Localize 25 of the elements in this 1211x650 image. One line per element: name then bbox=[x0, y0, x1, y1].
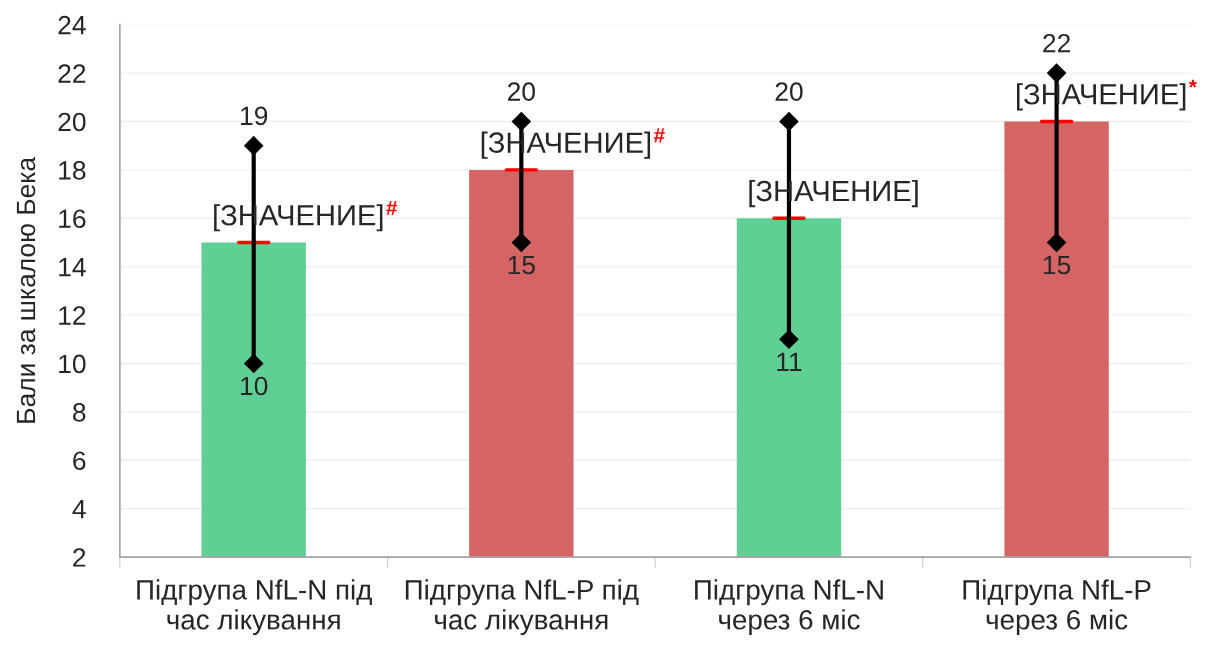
data-label: 15 bbox=[1043, 255, 1071, 275]
data-label: 20 bbox=[507, 82, 535, 101]
data-label: 20 bbox=[775, 82, 803, 101]
data-label: 19 bbox=[241, 106, 268, 126]
data-label: 11 bbox=[777, 352, 802, 371]
y-tick-label: 16 bbox=[59, 209, 86, 229]
y-axis-title: Бали за шкалою Бека bbox=[16, 156, 36, 423]
y-tick-label: 6 bbox=[73, 451, 86, 471]
data-label: 15 bbox=[508, 255, 535, 275]
y-tick-label: 20 bbox=[58, 112, 86, 132]
y-tick-label: 24 bbox=[58, 15, 86, 35]
y-tick-label: 22 bbox=[58, 64, 86, 83]
y-tick-label: 4 bbox=[72, 500, 86, 519]
x-tick-label: Підгрупа NfL-N під час лікування bbox=[137, 579, 372, 636]
y-tick-label: 2 bbox=[73, 548, 86, 567]
y-tick-label: 18 bbox=[59, 161, 86, 180]
x-tick-label: Підгрупа NfL-P через 6 міс bbox=[963, 579, 1151, 636]
y-tick-label: 10 bbox=[59, 354, 86, 374]
x-tick-label: Підгрупа NfL-N через 6 міс bbox=[695, 579, 883, 636]
y-tick-label: 12 bbox=[59, 306, 86, 325]
data-label: 10 bbox=[241, 376, 268, 396]
y-tick-label: 14 bbox=[59, 258, 86, 277]
y-tick-label: 8 bbox=[73, 403, 86, 422]
x-tick-label: Підгрупа NfL-P під час лікування bbox=[405, 579, 639, 636]
data-label: 22 bbox=[1043, 33, 1070, 53]
